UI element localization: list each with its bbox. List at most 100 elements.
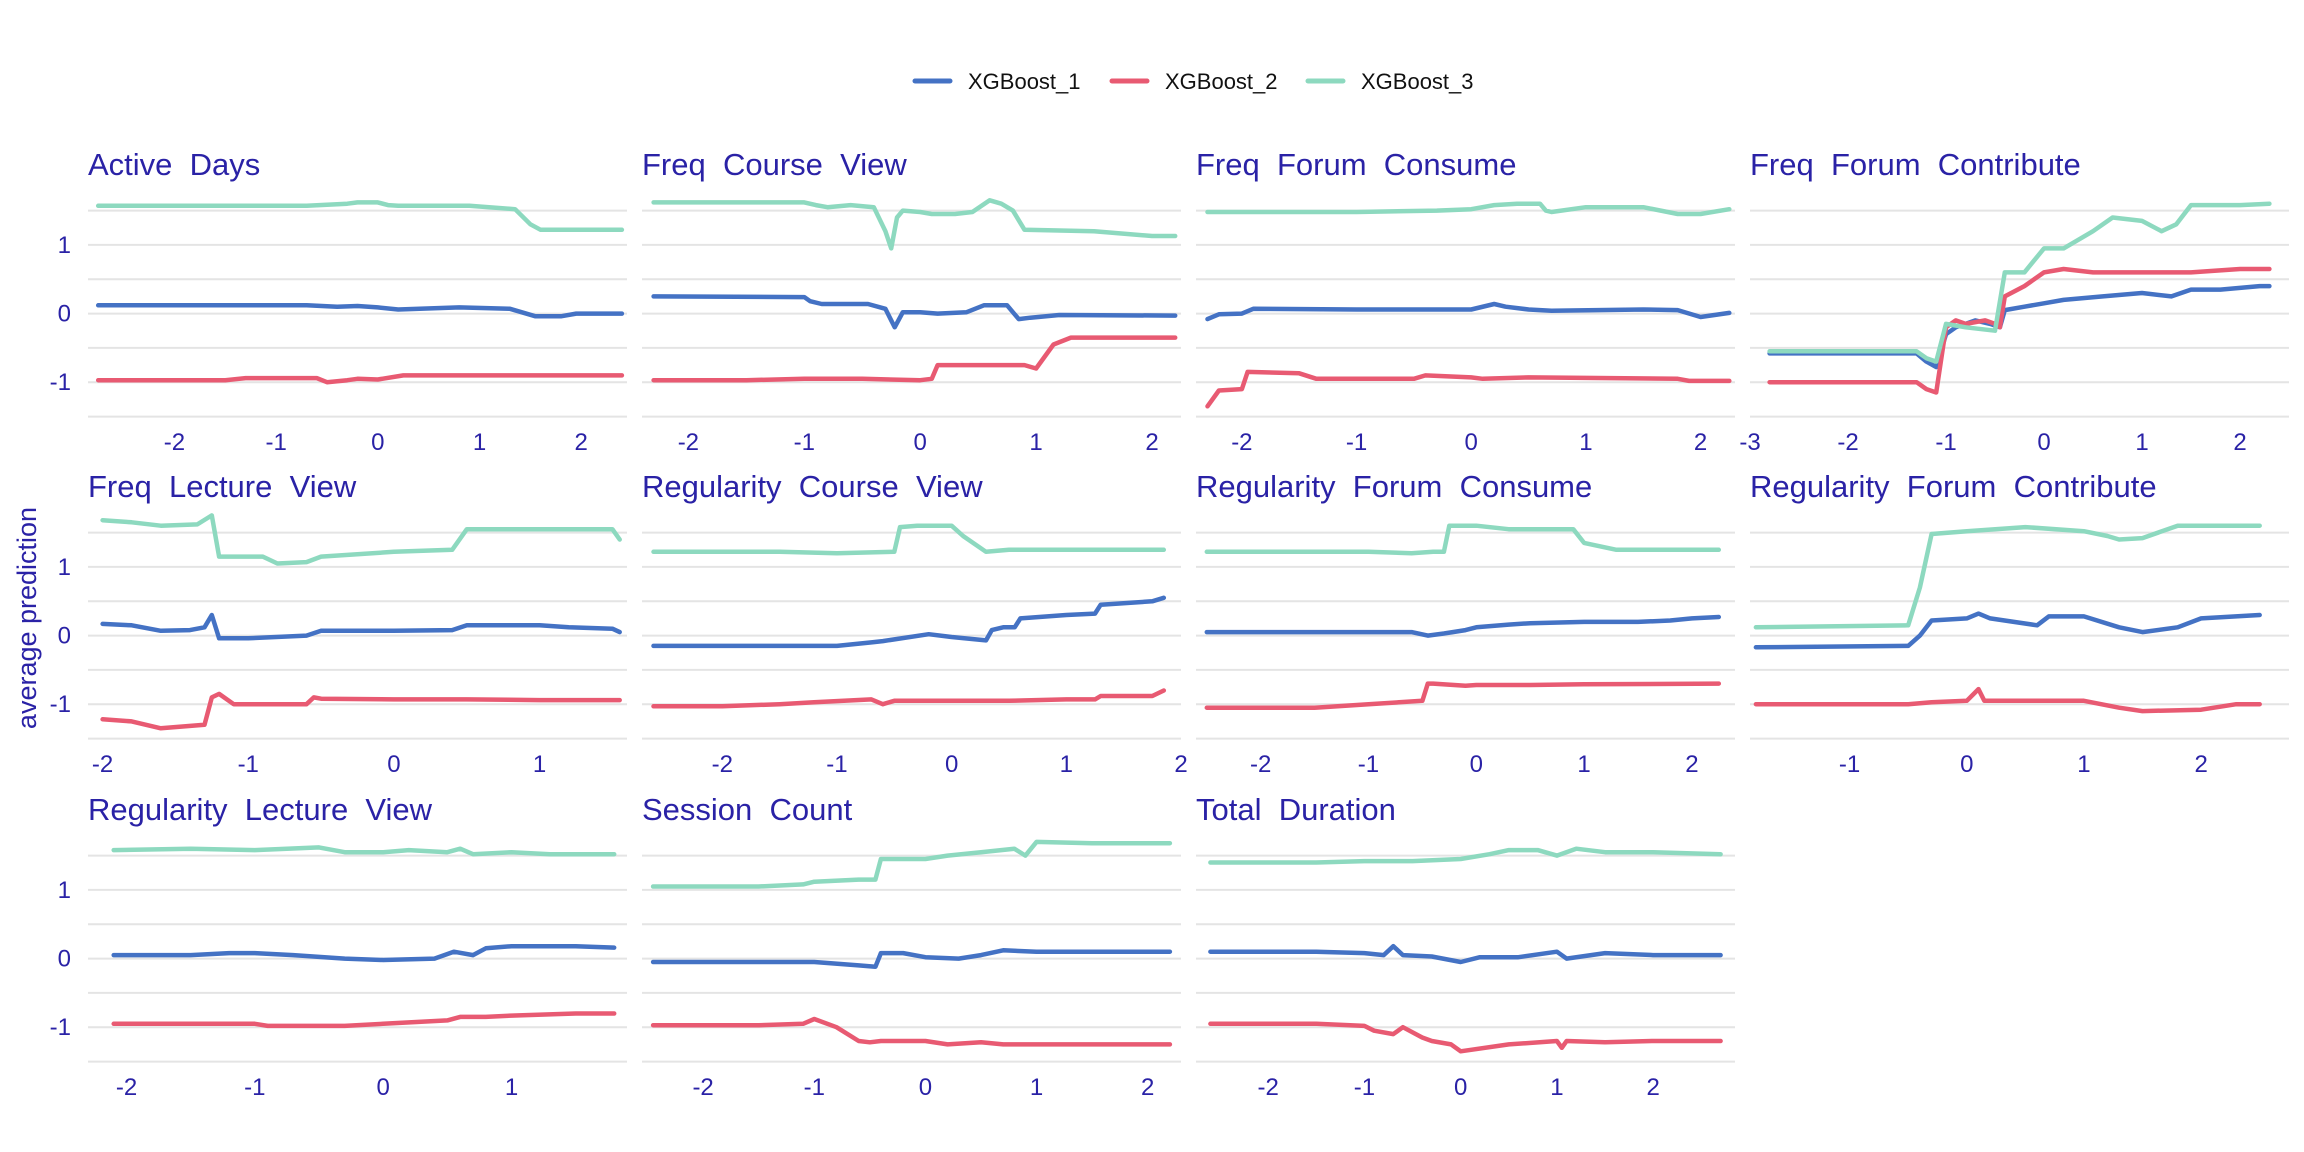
series-line-xgboost1-freq-forum-consume [1205,301,1732,322]
x-tick-label: 0 [1454,1074,1467,1101]
x-tick-label: -2 [1258,1074,1279,1101]
series-line-xgboost1-regularity-course-view [651,595,1167,649]
x-tick-label: -1 [244,1074,265,1101]
x-tick-label: 0 [2037,429,2050,456]
x-tick-label: 1 [1029,429,1042,456]
x-tick-label: 2 [2233,429,2246,456]
y-tick-label: 0 [58,623,71,650]
series-line-xgboost3-active-days [95,200,625,233]
x-tick-label: 1 [505,1074,518,1101]
y-tick-label: 0 [58,946,71,973]
x-tick-label: 0 [387,751,400,778]
x-tick-label: 1 [2077,751,2090,778]
x-tick-label: -1 [1358,751,1379,778]
y-tick-label: 1 [58,877,71,904]
x-tick-label: 2 [1145,429,1158,456]
x-tick-label: -1 [265,429,286,456]
x-tick-label: 2 [1141,1074,1154,1101]
x-tick-label: 0 [376,1074,389,1101]
x-tick-label: 1 [473,429,486,456]
x-tick-label: -1 [1935,429,1956,456]
series-line-xgboost3-total-duration [1208,846,1723,865]
y-tick-label: 1 [58,232,71,259]
x-tick-label: 0 [919,1074,932,1101]
series-line-xgboost3-freq-lecture-view [100,513,622,566]
panel-title-freq-course-view: Freq Course View [642,147,907,182]
x-tick-label: -2 [692,1074,713,1101]
panel-title-freq-lecture-view: Freq Lecture View [88,469,357,504]
x-tick-label: 2 [1647,1074,1660,1101]
x-tick-label: 2 [1174,751,1187,778]
x-tick-label: 1 [1060,751,1073,778]
series-line-xgboost2-freq-forum-contribute [1767,266,2272,395]
x-tick-label: -1 [804,1074,825,1101]
series-line-xgboost3-regularity-lecture-view [111,845,617,857]
legend-label-xgboost1: XGBoost_1 [968,69,1081,94]
x-tick-label: -2 [164,429,185,456]
x-tick-label: 0 [914,429,927,456]
series-line-xgboost2-regularity-forum-consume [1204,681,1722,710]
panel-title-regularity-lecture-view: Regularity Lecture View [88,792,433,827]
x-tick-label: -3 [1739,429,1760,456]
legend-label-xgboost2: XGBoost_2 [1165,69,1278,94]
panel-title-regularity-forum-contribute: Regularity Forum Contribute [1750,469,2157,504]
y-tick-label: 0 [58,301,71,328]
series-line-xgboost2-freq-course-view [651,335,1178,383]
x-tick-label: 1 [1577,751,1590,778]
x-tick-label: 0 [1960,751,1973,778]
x-tick-label: -1 [1346,429,1367,456]
x-tick-label: 1 [1579,429,1592,456]
series-line-xgboost1-regularity-lecture-view [111,943,617,963]
x-tick-label: 0 [1470,751,1483,778]
y-tick-label: 1 [58,554,71,581]
series-line-xgboost2-freq-lecture-view [100,691,622,731]
series-line-xgboost1-regularity-forum-consume [1204,614,1722,638]
series-line-xgboost3-regularity-course-view [651,523,1167,556]
series-line-xgboost2-regularity-course-view [651,688,1167,709]
panel-title-regularity-forum-consume: Regularity Forum Consume [1196,469,1592,504]
series-line-xgboost1-freq-lecture-view [100,612,622,641]
x-tick-label: -1 [1354,1074,1375,1101]
series-line-xgboost3-regularity-forum-consume [1204,523,1722,556]
series-line-xgboost1-total-duration [1208,943,1723,965]
x-tick-label: 0 [945,751,958,778]
x-tick-label: -2 [1837,429,1858,456]
y-axis-title: average prediction [12,507,42,729]
x-tick-label: 1 [533,751,546,778]
series-line-xgboost3-freq-forum-consume [1205,201,1732,217]
panel-title-active-days: Active Days [88,147,260,182]
panel-title-session-count: Session Count [642,792,853,827]
y-tick-label: -1 [50,369,71,396]
x-tick-label: -1 [238,751,259,778]
series-line-xgboost1-active-days [95,303,625,319]
x-tick-label: -1 [1839,751,1860,778]
series-line-xgboost2-active-days [95,373,625,385]
panel-title-freq-forum-contribute: Freq Forum Contribute [1750,147,2081,182]
series-line-xgboost1-session-count [650,948,1173,970]
series-line-xgboost1-regularity-forum-contribute [1753,611,2262,650]
x-tick-label: 1 [1550,1074,1563,1101]
series-line-xgboost1-freq-course-view [651,294,1178,330]
x-tick-label: -2 [1231,429,1252,456]
x-tick-label: -2 [116,1074,137,1101]
y-tick-label: -1 [50,1014,71,1041]
x-tick-label: 0 [1465,429,1478,456]
panel-title-regularity-course-view: Regularity Course View [642,469,983,504]
series-line-xgboost3-freq-course-view [651,198,1178,251]
series-line-xgboost2-regularity-lecture-view [111,1011,617,1029]
x-tick-label: 2 [575,429,588,456]
x-tick-label: 1 [1030,1074,1043,1101]
series-line-xgboost2-session-count [650,1016,1173,1047]
series-line-xgboost1-freq-forum-contribute [1767,283,2272,370]
x-tick-label: 2 [2194,751,2207,778]
panel-title-freq-forum-consume: Freq Forum Consume [1196,147,1516,182]
x-tick-label: -2 [92,751,113,778]
series-line-xgboost3-freq-forum-contribute [1767,201,2272,364]
x-tick-label: -2 [678,429,699,456]
x-tick-label: -1 [826,751,847,778]
series-line-xgboost2-total-duration [1208,1021,1723,1054]
legend-label-xgboost3: XGBoost_3 [1361,69,1474,94]
x-tick-label: -2 [1250,751,1271,778]
x-tick-label: 2 [1685,751,1698,778]
